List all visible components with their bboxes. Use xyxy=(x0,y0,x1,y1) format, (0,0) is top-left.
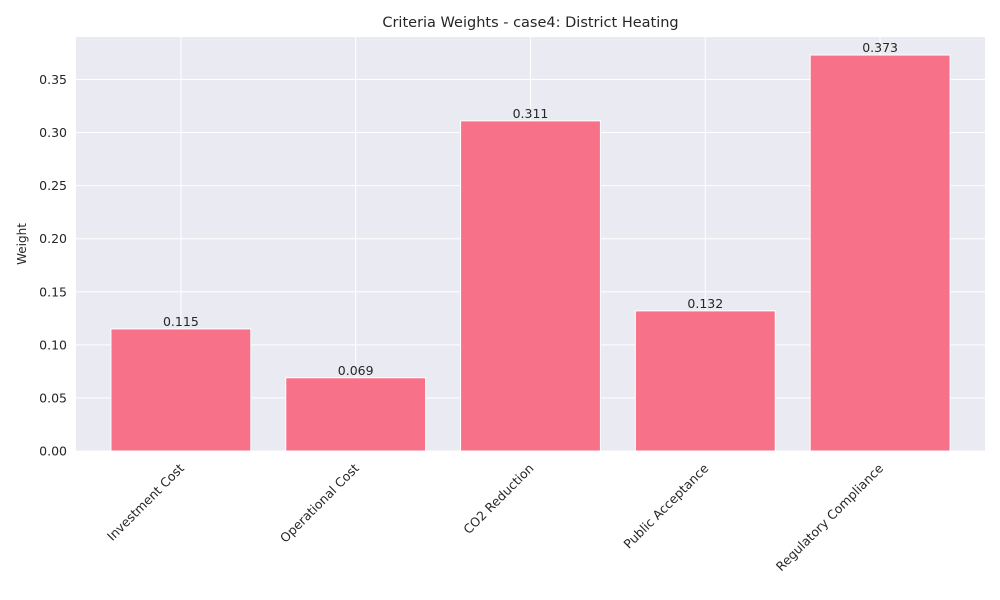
y-tick-label: 0.25 xyxy=(39,178,67,193)
bar xyxy=(110,328,252,452)
x-tick-label: Regulatory Compliance xyxy=(773,460,887,574)
x-axis-ticks: Investment Cost Operational Cost CO2 Reduc… xyxy=(104,460,887,574)
y-tick-label: 0.10 xyxy=(39,337,67,352)
y-tick-label: 0.00 xyxy=(39,444,67,459)
x-tick-label: Operational Cost xyxy=(277,460,362,545)
y-tick-label: 0.30 xyxy=(39,125,67,140)
bar xyxy=(285,377,427,452)
bar-value-label: 0.373 xyxy=(862,40,898,55)
y-tick-label: 0.20 xyxy=(39,231,67,246)
bars xyxy=(110,54,951,452)
bar xyxy=(809,54,951,452)
bar-value-label: 0.311 xyxy=(513,106,549,121)
chart-title: Criteria Weights - case4: District Heati… xyxy=(382,15,678,31)
x-tick-label: Public Acceptance xyxy=(620,460,711,551)
x-tick-label: Investment Cost xyxy=(104,460,187,543)
y-axis-label: Weight xyxy=(15,223,29,265)
x-tick-label: CO2 Reduction xyxy=(460,461,536,537)
bar xyxy=(460,120,601,452)
data-labels: 0.115 0.069 0.311 0.132 0.373 xyxy=(163,40,898,378)
bar-value-label: 0.069 xyxy=(338,363,374,378)
y-tick-label: 0.05 xyxy=(39,390,67,405)
y-tick-label: 0.35 xyxy=(39,72,67,87)
bar-value-label: 0.132 xyxy=(687,296,723,311)
bar-value-label: 0.115 xyxy=(163,314,199,329)
y-axis-ticks: 0.00 0.05 0.10 0.15 0.20 0.25 0.30 0.35 xyxy=(39,72,67,459)
bar xyxy=(634,310,776,452)
y-tick-label: 0.15 xyxy=(39,284,67,299)
